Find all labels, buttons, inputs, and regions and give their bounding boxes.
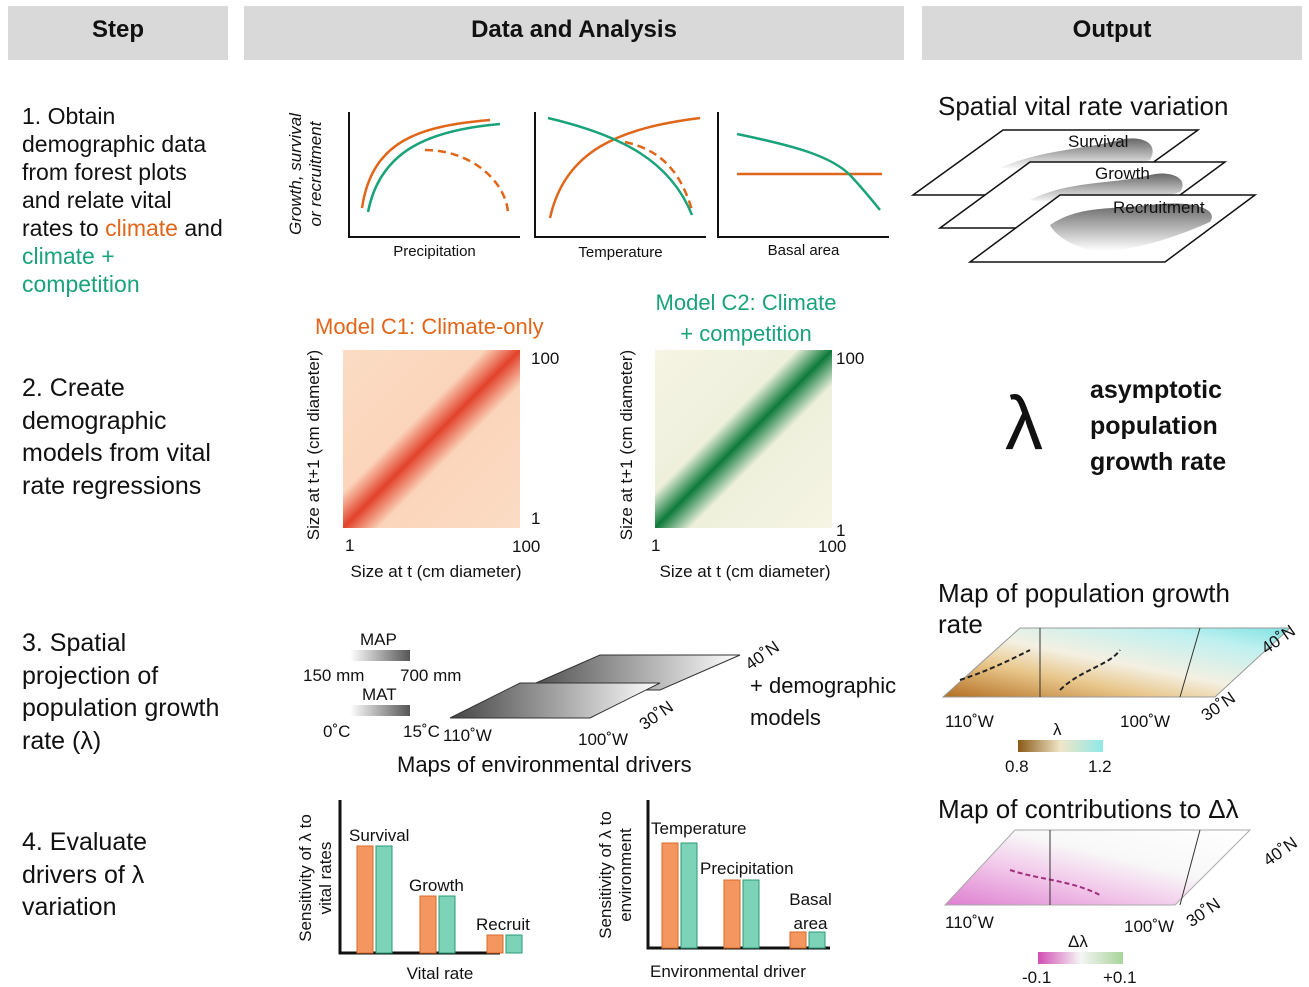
coordinate-label: 110˚W xyxy=(945,712,994,732)
header: Data and Analysis xyxy=(244,16,904,44)
curve xyxy=(737,134,880,210)
bar xyxy=(724,880,740,948)
bar xyxy=(439,896,455,953)
lambda-symbol: λ xyxy=(1005,380,1043,467)
note: + demographic models xyxy=(750,670,920,734)
legend-title: MAT xyxy=(362,685,397,705)
bar xyxy=(662,843,678,948)
step-text: climate xyxy=(105,215,178,241)
legend-label: 0.8 xyxy=(1005,757,1029,777)
bar-label: Basal area xyxy=(788,888,833,936)
legend-label: 700 mm xyxy=(400,666,461,686)
layer-label: Survival xyxy=(1068,132,1128,152)
layer-label: Growth xyxy=(1095,164,1150,184)
x-axis-label: Precipitation xyxy=(349,243,520,260)
tick-label: 1 xyxy=(531,509,540,529)
coordinate-label: 100˚W xyxy=(578,730,628,750)
mat-gradient xyxy=(350,705,410,716)
tick-label: 1 xyxy=(651,536,660,556)
caption: Maps of environmental drivers xyxy=(397,752,692,777)
coordinate-label: 100˚W xyxy=(1120,712,1170,732)
legend-label: 1.2 xyxy=(1088,757,1112,777)
model-title: Model C1: Climate-only xyxy=(315,314,544,339)
bar xyxy=(357,846,373,953)
y-axis-label: Growth, survival or recruitment xyxy=(286,109,326,239)
bar xyxy=(420,896,436,953)
bar xyxy=(376,846,392,953)
bar xyxy=(487,935,503,953)
curve xyxy=(425,150,508,212)
bar-label: Precipitation xyxy=(700,859,794,879)
output-title: Spatial vital rate variation xyxy=(938,92,1228,122)
y-axis-label: Size at t+1 (cm diameter) xyxy=(304,350,324,540)
legend-label: -0.1 xyxy=(1022,968,1051,987)
tick-label: 100 xyxy=(836,349,864,369)
y-axis-label: Sensitivity of λ to vital rates xyxy=(296,798,336,958)
output-title: Map of contributions to Δλ xyxy=(938,795,1239,825)
lambda-map xyxy=(943,628,1290,752)
bar xyxy=(743,880,759,948)
tick-label: 100 xyxy=(531,349,559,369)
lambda-legend-bar xyxy=(1018,740,1103,752)
curve xyxy=(550,118,700,218)
curve xyxy=(625,142,692,210)
lambda-description: asymptotic population growth rate xyxy=(1090,372,1250,480)
bar-label: Recruit xyxy=(476,915,530,935)
driver-plane xyxy=(450,683,660,718)
header: Step xyxy=(8,16,228,44)
model-title: Model C2: Climate xyxy=(646,290,846,315)
legend-title: MAP xyxy=(360,630,397,650)
bar-label: Survival xyxy=(349,826,409,846)
tick-label: 100 xyxy=(512,537,540,557)
y-axis-label: Sensitivity of λ to environment xyxy=(596,795,636,955)
bar xyxy=(506,935,522,953)
heatmap-c1 xyxy=(343,350,520,528)
header: Output xyxy=(922,16,1302,44)
output-title: Map of population growth rate xyxy=(938,578,1278,640)
step-text: 3. Spatial projection of population grow… xyxy=(22,627,232,757)
x-axis-label: Vital rate xyxy=(340,964,540,984)
curve xyxy=(362,120,490,208)
step-text: and xyxy=(184,215,222,241)
y-axis-label: Size at t+1 (cm diameter) xyxy=(617,350,637,540)
legend-title: λ xyxy=(1053,720,1062,740)
legend-label: +0.1 xyxy=(1103,968,1137,987)
figure: Step Data and Analysis Output 1. Obtain … xyxy=(0,0,1309,987)
legend-label: 15˚C xyxy=(403,722,440,742)
model-title: + competition xyxy=(646,321,846,346)
coordinate-label: 110˚W xyxy=(945,913,994,933)
bar xyxy=(681,843,697,948)
step-text: 4. Evaluate drivers of λ variation xyxy=(22,826,197,924)
x-axis-label: Environmental driver xyxy=(650,962,806,982)
heatmap-c2 xyxy=(655,350,832,528)
tick-label: 1 xyxy=(345,536,354,556)
coordinate-label: 110˚W xyxy=(443,726,492,746)
legend-label: 150 mm xyxy=(303,666,364,686)
layer-label: Recruitment xyxy=(1113,198,1205,218)
step-text: 1. Obtain demographic data from forest p… xyxy=(22,102,227,298)
map-gradient xyxy=(350,650,410,661)
legend-label: 0˚C xyxy=(323,722,350,742)
legend-title: Δλ xyxy=(1068,932,1088,952)
x-axis-label: Size at t (cm diameter) xyxy=(655,562,835,582)
step-text: 2. Create demographic models from vital … xyxy=(22,372,212,502)
bar-label: Temperature xyxy=(651,819,746,839)
x-axis-label: Size at t (cm diameter) xyxy=(346,562,526,582)
row1-panels xyxy=(349,112,889,237)
x-axis-label: Temperature xyxy=(535,244,706,261)
x-axis-label: Basal area xyxy=(718,242,889,259)
step-text: climate + competition xyxy=(22,243,140,297)
coordinate-label: 100˚W xyxy=(1124,917,1174,937)
contribution-map xyxy=(945,830,1250,964)
bar-label: Growth xyxy=(409,876,464,896)
dlambda-legend-bar xyxy=(1038,952,1123,964)
tick-label: 100 xyxy=(818,537,846,557)
